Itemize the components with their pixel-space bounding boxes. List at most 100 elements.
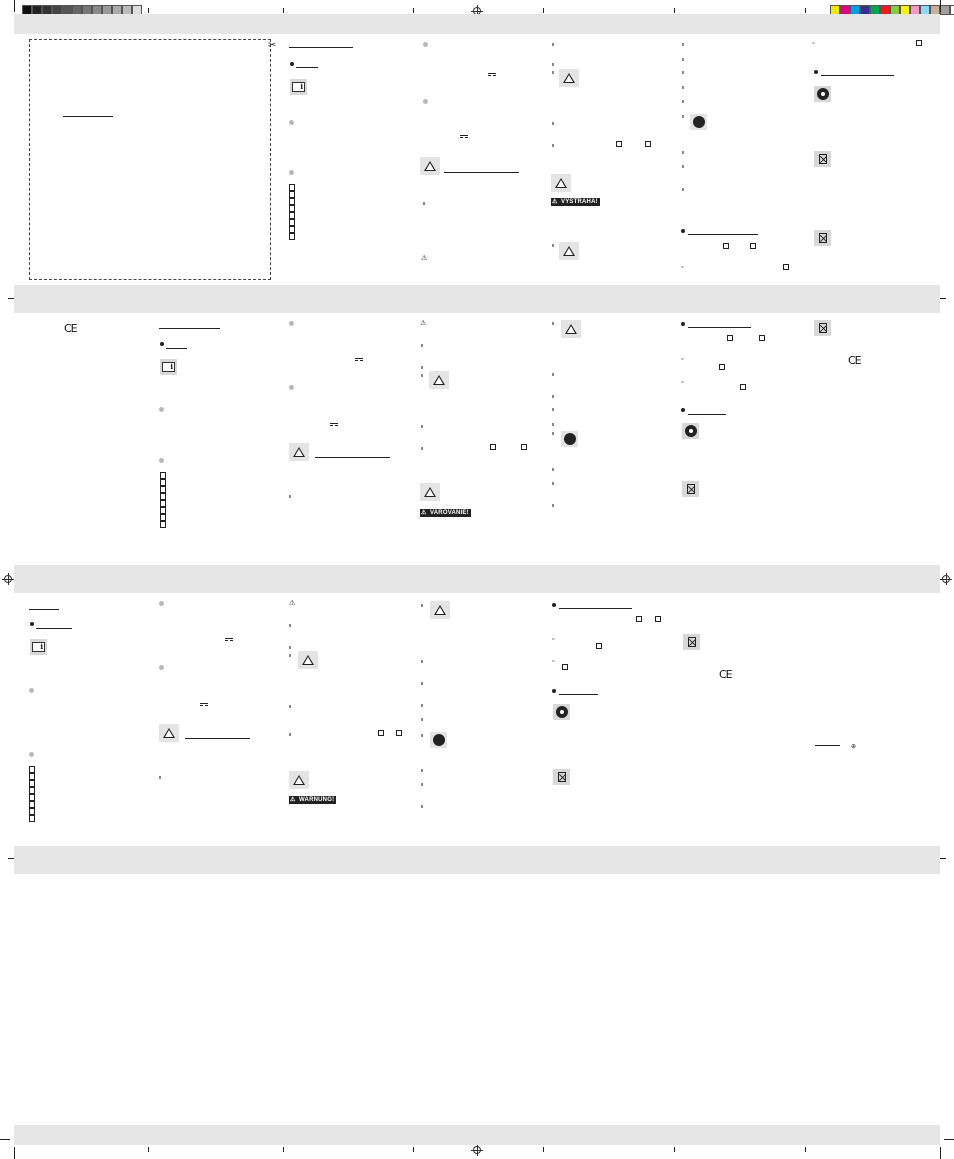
part-reference-box [750, 243, 756, 249]
bullet [682, 43, 684, 46]
bullet [421, 783, 423, 786]
part-reference-box [655, 616, 661, 622]
section-band [14, 565, 940, 593]
crossed-bin-icon [814, 320, 831, 336]
bullet [423, 99, 428, 104]
parts-list [29, 766, 36, 822]
warning-small-icon: ⚠ [420, 320, 427, 327]
bullet: ▫ [681, 379, 684, 386]
bullet [423, 202, 425, 205]
dc-symbol [330, 423, 338, 427]
crossed-bin-icon [682, 481, 699, 497]
part-reference-box [916, 40, 922, 46]
bullet: ▫ [812, 40, 815, 47]
bullet [552, 373, 554, 376]
registration-mark-bottom [471, 1144, 483, 1156]
bullet [682, 115, 684, 118]
section-heading-rule [821, 75, 894, 76]
bullet [159, 407, 164, 412]
section-heading-rule [159, 328, 220, 329]
crop-mark [14, 0, 15, 12]
bullet [552, 689, 556, 693]
bullet [30, 622, 34, 626]
flame-warning-icon [559, 242, 579, 260]
green-dot-recycle-icon [814, 86, 831, 102]
bullet [421, 805, 423, 808]
bullet [159, 776, 161, 779]
part-reference-box [596, 643, 602, 649]
bullet [421, 704, 423, 707]
bullet [289, 120, 294, 125]
bullet [421, 447, 423, 450]
color-swatch [940, 5, 950, 15]
part-reference-box [727, 335, 733, 341]
crop-mark [0, 1139, 10, 1140]
bullet: ▫ [681, 264, 684, 271]
bullet [29, 688, 34, 693]
crossed-bin-icon [683, 634, 700, 650]
part-reference-box [783, 264, 789, 270]
bullet [290, 62, 294, 66]
warning-triangle-icon [429, 371, 449, 389]
part-reference-box [645, 141, 651, 147]
scissors-icon: ✂ [268, 40, 277, 51]
part-reference-box [378, 730, 384, 736]
bullet [552, 244, 554, 247]
fold-mark [148, 1147, 149, 1152]
section-heading-rule [444, 172, 519, 173]
bullet [289, 624, 291, 627]
bullet [552, 71, 554, 74]
crop-mark [944, 1139, 954, 1140]
section-band [14, 285, 940, 313]
part-reference-box [740, 384, 746, 390]
fold-mark [674, 1147, 675, 1152]
section-heading-rule [688, 234, 758, 235]
section-heading-rule [315, 457, 390, 458]
registration-mark-left [2, 573, 14, 585]
subheading-rule [166, 348, 187, 349]
bullet [682, 188, 684, 191]
bullet [159, 601, 164, 606]
bullet [289, 705, 291, 708]
bullet: ▫ [681, 356, 684, 363]
bullet [421, 769, 423, 772]
bullet [682, 165, 684, 168]
bullet: ▫ [552, 636, 555, 643]
part-reference-box [636, 616, 642, 622]
warning-triangle-icon [159, 724, 179, 742]
section-heading-rule [688, 327, 751, 328]
bullet [681, 229, 685, 233]
warning-label-warnung: WARNUNG! [289, 796, 337, 804]
fold-mark [805, 8, 806, 13]
warning-triangle-icon [298, 651, 318, 669]
fold-mark [805, 1147, 806, 1152]
dc-symbol [200, 703, 208, 707]
warning-label-vystraha: VÝSTRAHA! [551, 198, 600, 206]
bullet: ▫ [552, 658, 555, 665]
crop-mark [940, 0, 941, 12]
warning-small-icon: ⚠ [289, 600, 296, 607]
fold-mark [8, 858, 14, 859]
dc-symbol [460, 135, 468, 139]
fold-mark [940, 298, 946, 299]
bullet [159, 458, 164, 463]
bullet [552, 144, 554, 147]
dagger-mark: ⊕ [851, 744, 857, 750]
cover-panel [29, 39, 271, 280]
bullet [421, 682, 423, 685]
ce-mark: CE [848, 354, 862, 367]
warning-triangle-icon [559, 69, 579, 87]
flame-warning-icon [561, 320, 581, 338]
section-band [14, 14, 940, 34]
ce-mark: CE [64, 322, 78, 335]
part-reference-box [723, 243, 729, 249]
section-heading-rule [29, 609, 59, 610]
section-heading-rule [688, 414, 726, 415]
green-dot-recycle-icon [682, 423, 699, 439]
fold-mark [283, 8, 284, 13]
bullet [421, 660, 423, 663]
bullet [289, 385, 294, 390]
bullet [682, 100, 684, 103]
dc-symbol [355, 358, 363, 362]
bullet [814, 70, 818, 74]
